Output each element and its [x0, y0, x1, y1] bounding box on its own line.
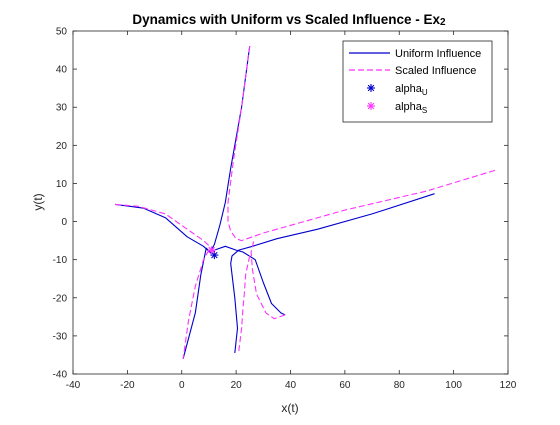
axes-box [72, 30, 509, 375]
chart-title-main: Dynamics with Uniform vs Scaled Influenc… [132, 12, 440, 27]
legend-box [342, 40, 493, 123]
y-tick-label: -40 [53, 370, 68, 381]
legend-alpha-u-base: alpha [395, 83, 423, 95]
y-tick-label: -30 [53, 331, 68, 342]
scaled-trajectory [182, 249, 210, 359]
legend-alpha-s-sub: S [422, 106, 427, 115]
x-axis-label: x(t) [281, 401, 298, 415]
traces-layer [115, 46, 496, 359]
y-tick-label: 10 [56, 179, 68, 190]
chart-title: Dynamics with Uniform vs Scaled Influenc… [132, 12, 446, 28]
legend-alpha-s-base: alpha [395, 101, 423, 113]
legend-alpha-s-marker [367, 102, 375, 110]
x-tick-label: 120 [500, 380, 517, 391]
y-tick-label: 50 [56, 27, 68, 38]
legend-star-s [367, 102, 375, 110]
legend-scaled-label: Scaled Influence [395, 65, 476, 77]
uniform-trajectory [182, 46, 251, 359]
scaled-trajectory [238, 255, 251, 352]
x-tick-label: 80 [394, 380, 406, 391]
x-tick-label: 60 [339, 380, 351, 391]
uniform-trajectory [230, 193, 435, 354]
y-tick-label: -20 [53, 293, 68, 304]
x-tick-label: 0 [179, 380, 185, 391]
legend-star-u [367, 84, 375, 92]
uniform-trajectory [115, 203, 213, 255]
legend-uniform-label: Uniform Influence [395, 48, 481, 60]
x-tick-label: -40 [66, 380, 81, 391]
ticks-layer: -40 -20 0 20 40 60 80 100 120 -40 -30 -20 -10 0 10 20 30… [53, 27, 517, 392]
alpha-u-marker [210, 251, 219, 260]
legend: Uniform Influence Scaled Influence alpha… [342, 40, 493, 123]
legend-alpha-u-label: alphaU [395, 83, 428, 97]
y-tick-label: -10 [53, 255, 68, 266]
x-tick-label: 20 [231, 380, 243, 391]
y-tick-label: 20 [56, 141, 68, 152]
y-axis-label: y(t) [31, 193, 45, 210]
legend-alpha-u-marker [367, 84, 375, 92]
legend-alpha-u-sub: U [422, 88, 428, 97]
x-tick-label: -20 [120, 380, 135, 391]
y-tick-label: 30 [56, 103, 68, 114]
x-tick-label: 100 [445, 380, 462, 391]
y-tick-label: 40 [56, 65, 68, 76]
uniform-trajectory [214, 245, 286, 316]
scaled-trajectory [227, 46, 496, 242]
markers-layer [207, 246, 219, 260]
chart-title-suffix: 2 [440, 17, 446, 28]
alpha-s-marker [207, 246, 216, 255]
x-tick-label: 40 [285, 380, 297, 391]
legend-alpha-s-label: alphaS [395, 101, 427, 115]
y-tick-label: 0 [61, 217, 67, 228]
scaled-trajectory [250, 240, 286, 320]
